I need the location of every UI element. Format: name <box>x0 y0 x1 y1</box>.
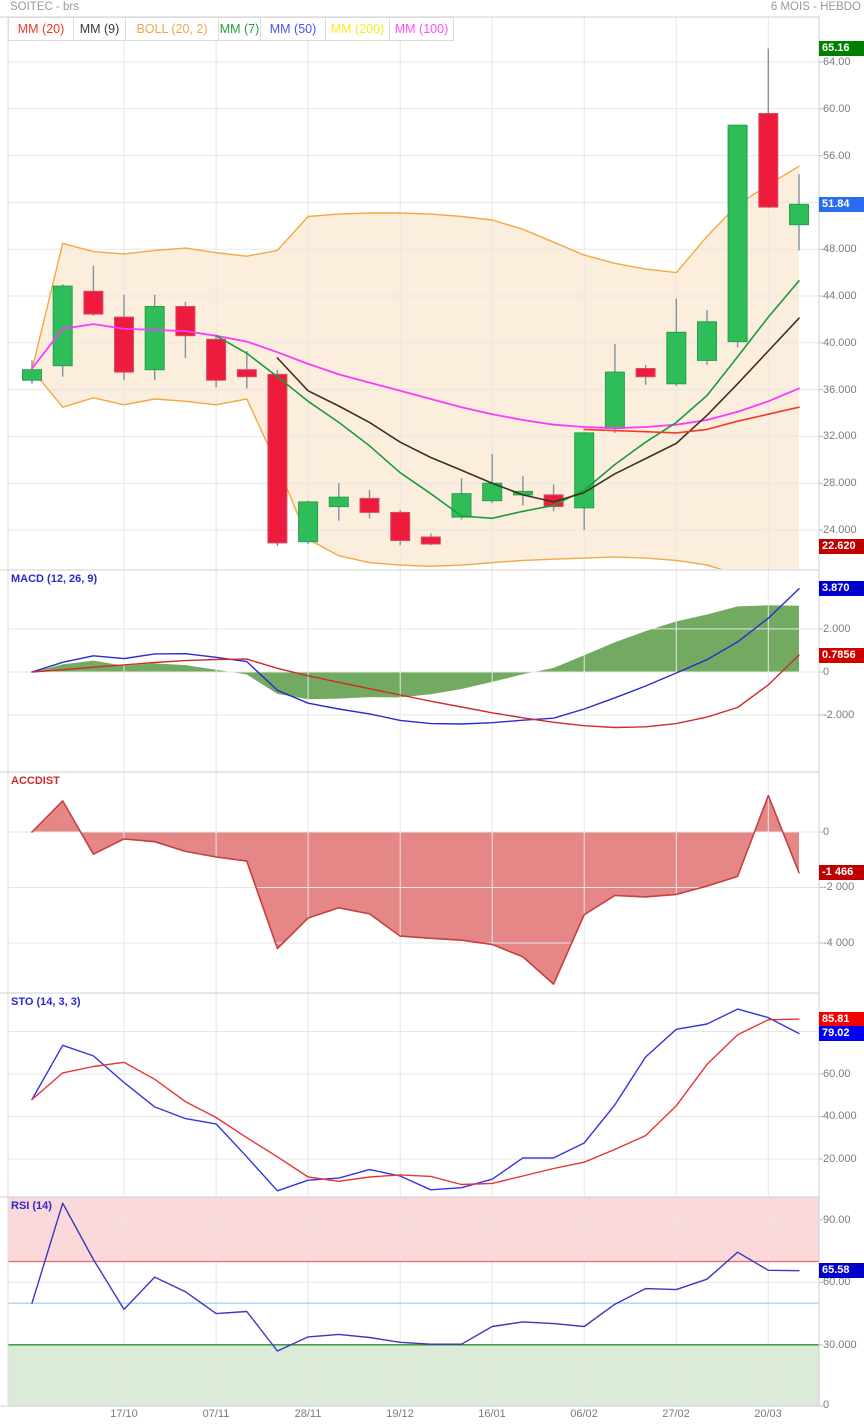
macd-histogram-area <box>32 605 799 700</box>
macd-macd-line <box>31 588 800 725</box>
period-label: 6 MOIS - HEBDO <box>770 1 861 13</box>
axis-tick-label: 60.00 <box>823 1276 851 1288</box>
axis-tick-label: -2.000 <box>823 709 855 721</box>
axis-tick-label: 32.000 <box>823 430 857 442</box>
mm7-line <box>215 279 800 520</box>
axis-tick-label: 44.000 <box>823 290 857 302</box>
bollinger-fill <box>8 166 799 569</box>
macd-signal-line <box>31 654 800 729</box>
x-axis-label: 27/02 <box>662 1408 690 1420</box>
legend-item-mm-7[interactable]: MM (7) <box>219 18 261 40</box>
legend-item-mm-50[interactable]: MM (50) <box>261 18 326 40</box>
panel-label-rsi: RSI (14) <box>11 1200 52 1212</box>
candles <box>22 48 809 547</box>
panel-label-accdist: ACCDIST <box>11 775 60 787</box>
axis-badge: 3.870 <box>819 581 864 596</box>
x-axis-label: 16/01 <box>478 1408 506 1420</box>
axis-tick-label: 64.00 <box>823 56 851 68</box>
panel-label-sto: STO (14, 3, 3) <box>11 996 81 1008</box>
legend-item-mm-200[interactable]: MM (200) <box>326 18 390 40</box>
axis-tick-label: -4 000 <box>823 937 855 949</box>
axis-tick-label: 24.000 <box>823 524 857 536</box>
axis-tick-label: -2 000 <box>823 881 855 893</box>
axis-badge: 22.620 <box>819 539 864 554</box>
axis-tick-label: 40.000 <box>823 1110 857 1122</box>
legend-item-mm-100[interactable]: MM (100) <box>394 22 449 36</box>
axis-tick-label: 40.000 <box>823 337 857 349</box>
rsi-zone <box>8 1344 819 1406</box>
x-axis-label: 06/02 <box>570 1408 598 1420</box>
axis-badge: 85.81 <box>819 1012 864 1027</box>
axis-badge: 65.16 <box>819 41 864 56</box>
mm20-line <box>583 406 800 434</box>
legend-item-mm-9[interactable]: MM (9) <box>74 18 126 40</box>
axis-tick-label: 48.000 <box>823 243 857 255</box>
axis-tick-label: 60.00 <box>823 103 851 115</box>
legend-item-boll-20-2[interactable]: BOLL (20, 2) <box>126 18 219 40</box>
x-axis-label: 17/10 <box>110 1408 138 1420</box>
legend-item-mm-20[interactable]: MM (20) <box>9 18 74 40</box>
x-axis-label: 20/03 <box>754 1408 782 1420</box>
axis-badge: 79.02 <box>819 1026 864 1041</box>
axis-tick-label: 20.000 <box>823 1153 857 1165</box>
axis-tick-label: 56.00 <box>823 150 851 162</box>
rsi-zone <box>8 1197 819 1262</box>
axis-tick-label: 30.000 <box>823 1339 857 1351</box>
axis-tick-label: 90.00 <box>823 1214 851 1226</box>
x-axis-label: 19/12 <box>386 1408 414 1420</box>
bollinger-lower-line <box>31 369 723 569</box>
rsi-line <box>31 1202 800 1352</box>
axis-badge: 65.58 <box>819 1263 864 1278</box>
axis-tick-label: 2.000 <box>823 623 851 635</box>
panel-label-macd: MACD (12, 26, 9) <box>11 573 98 585</box>
x-axis-label: 28/11 <box>294 1408 322 1420</box>
x-axis-label: 07/11 <box>202 1408 230 1420</box>
axis-tick-label: 0 <box>823 1399 830 1411</box>
instrument-title: SOITEC - brs <box>10 1 80 13</box>
axis-tick-label: 60.00 <box>823 1068 851 1080</box>
axis-badge: -1 466 <box>819 865 864 880</box>
mm9-line <box>276 317 800 503</box>
accdist-line <box>31 794 800 985</box>
indicator-legend: MM (20) MM (9) BOLL (20, 2) MM (7) MM (50) MM… <box>8 17 454 41</box>
accdist-area <box>32 795 799 985</box>
axis-tick-label: 0 <box>823 666 830 678</box>
sto-percent_k-line <box>31 1008 800 1192</box>
sto-percent_d-line <box>31 1018 800 1186</box>
axis-badge: 0.7856 <box>819 648 864 663</box>
axis-badge: 51.84 <box>819 197 864 212</box>
axis-tick-label: 28.000 <box>823 477 857 489</box>
axis-tick-label: 36.000 <box>823 384 857 396</box>
axis-tick-label: 0 <box>823 826 830 838</box>
bollinger-upper-line <box>31 165 800 371</box>
